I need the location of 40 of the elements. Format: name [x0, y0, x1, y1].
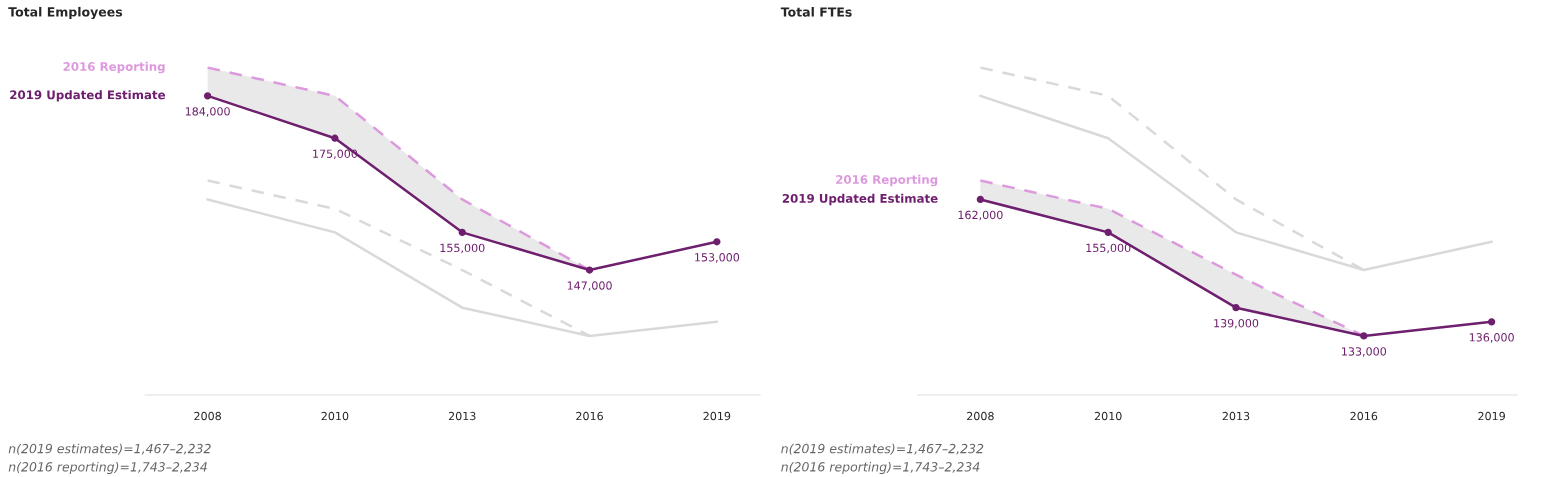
x-tick-label: 2016 [576, 411, 603, 421]
x-tick-label: 2013 [448, 411, 476, 421]
text: 2019 Updated Estimate [782, 193, 938, 206]
data-label: 175,000 [313, 149, 358, 160]
data-label: 184,000 [185, 107, 230, 117]
point [203, 92, 212, 100]
data-label: 136,000 [1469, 333, 1514, 343]
point [713, 238, 721, 246]
x-tick-label: 2010 [1094, 411, 1122, 421]
x-tick-label: 2016 [1350, 411, 1378, 421]
data-label: 155,000 [1086, 243, 1131, 254]
text: n(2016 reporting)=1,743–2,234 [781, 461, 980, 474]
text: n(2019 estimates)=1,467–2,232 [8, 443, 211, 455]
point [585, 266, 594, 274]
data-label: 139,000 [1214, 318, 1259, 329]
x-tick-label: 2013 [1222, 411, 1250, 421]
point [1232, 304, 1240, 312]
text: n(2019 estimates)=1,467–2,232 [781, 443, 984, 455]
point [458, 228, 466, 237]
point [976, 195, 985, 204]
text: Total FTEs [780, 7, 852, 17]
text: n(2016 reporting)=1,743–2,234 [8, 461, 207, 474]
point [1487, 318, 1496, 326]
point [1104, 228, 1112, 237]
data-label: 153,000 [695, 253, 740, 263]
x-tick-label: 2008 [967, 411, 994, 421]
x-tick-label: 2008 [194, 411, 221, 421]
data-label: 155,000 [440, 243, 485, 254]
data-label: 133,000 [1342, 347, 1387, 357]
chart-title: Total Employees [8, 6, 123, 20]
text: 2019 Updated Estimate [10, 90, 166, 102]
data-label: 162,000 [958, 210, 1003, 221]
text: 2016 Reporting [63, 61, 165, 74]
x-tick-label: 2019 [1478, 411, 1505, 421]
data-label: 147,000 [567, 281, 612, 291]
point [1360, 332, 1368, 340]
x-tick-label: 2019 [703, 411, 731, 421]
x-tick-label: 2010 [321, 411, 349, 421]
text: 2016 Reporting [836, 174, 938, 187]
point [331, 134, 339, 142]
